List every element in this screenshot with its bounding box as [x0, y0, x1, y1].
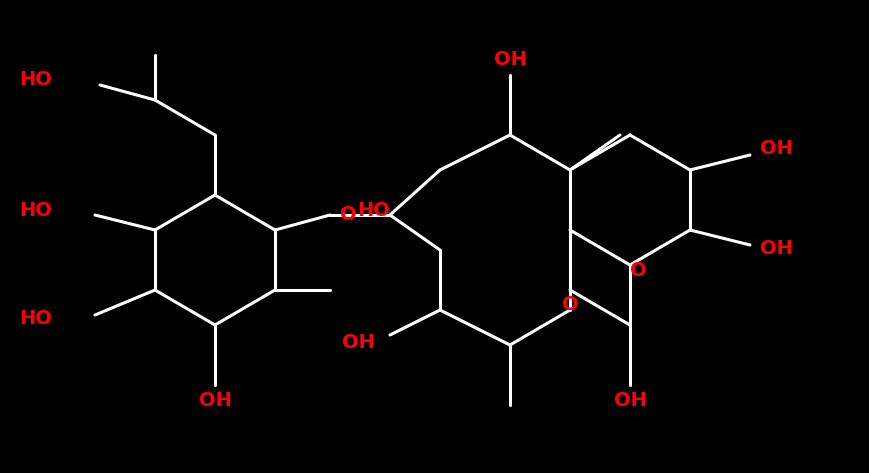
Text: OH: OH [614, 391, 647, 410]
Text: OH: OH [494, 51, 527, 70]
Text: HO: HO [357, 201, 390, 219]
Text: HO: HO [19, 308, 52, 327]
Text: OH: OH [198, 391, 231, 410]
Text: O: O [561, 296, 578, 315]
Text: HO: HO [19, 201, 52, 219]
Text: HO: HO [19, 70, 52, 89]
Text: OH: OH [342, 333, 375, 351]
Text: OH: OH [760, 238, 793, 257]
Text: O: O [340, 205, 356, 225]
Text: O: O [630, 261, 647, 280]
Text: OH: OH [760, 139, 793, 158]
